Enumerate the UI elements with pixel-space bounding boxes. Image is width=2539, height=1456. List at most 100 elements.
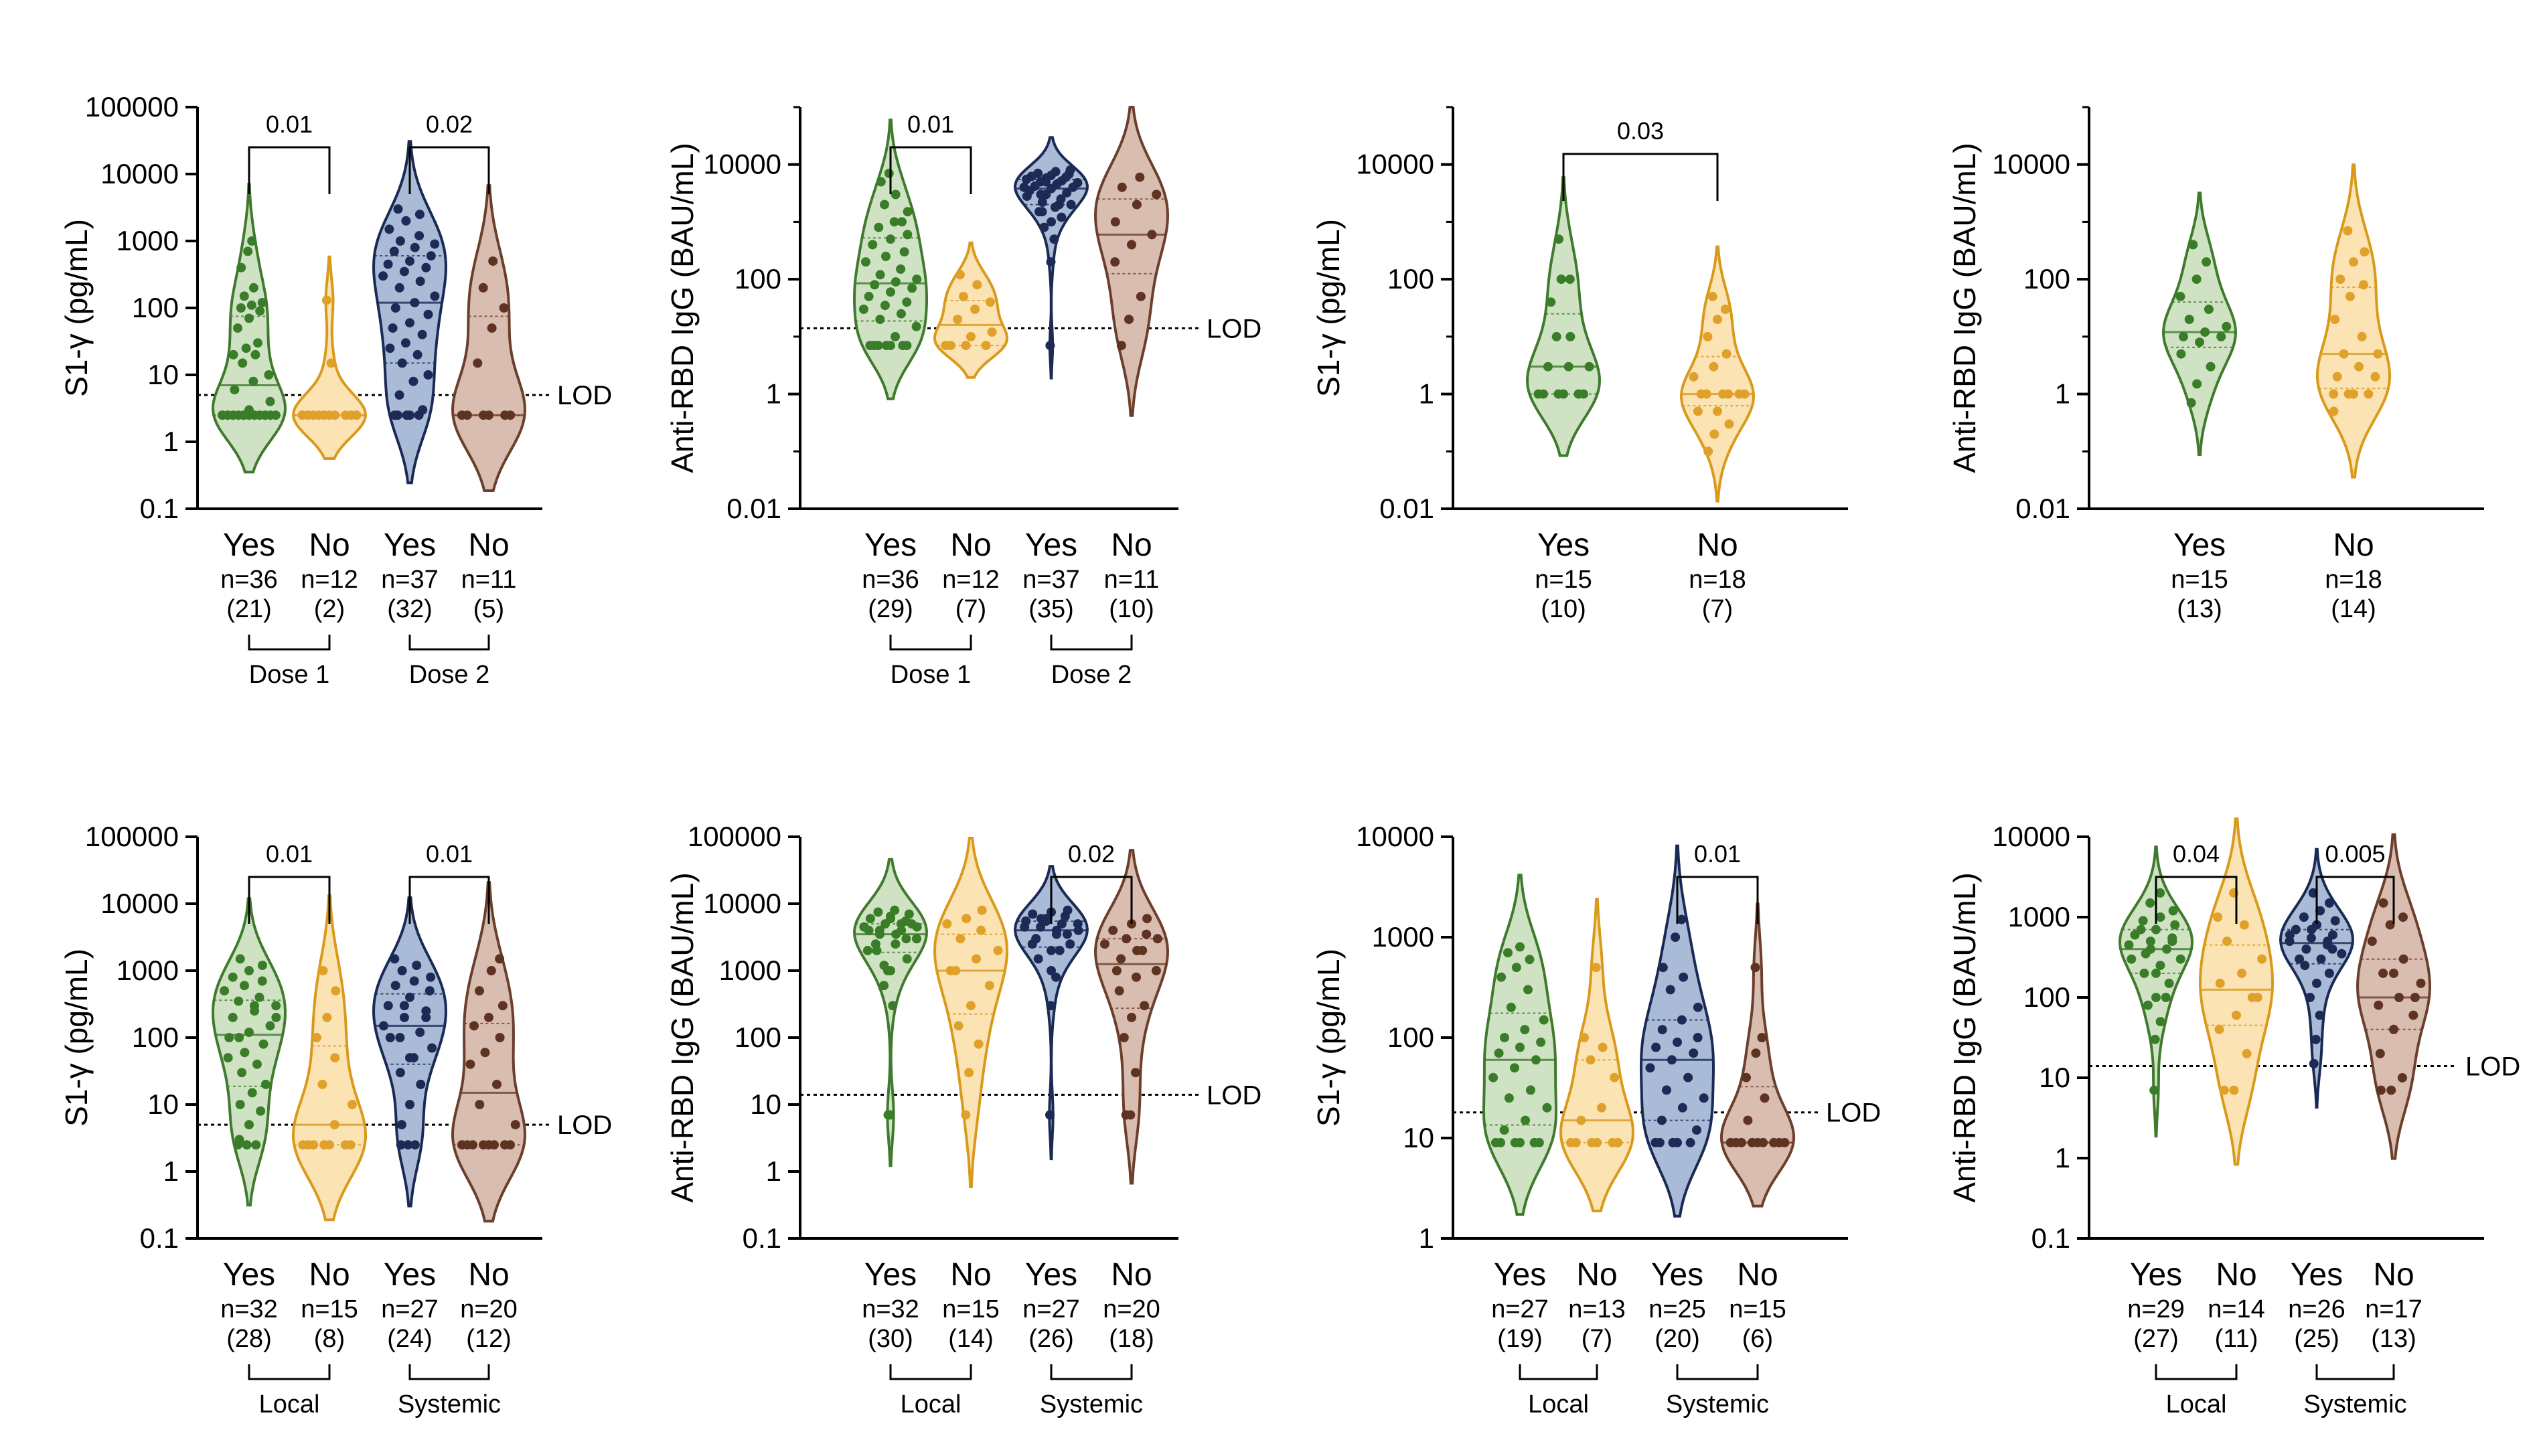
y-tick-label: 10000 — [703, 149, 781, 180]
significance-bracket: 0.01 — [889, 110, 972, 194]
data-point — [993, 945, 1003, 955]
data-point — [1140, 1001, 1150, 1011]
violin-body — [2161, 191, 2238, 456]
data-point — [257, 298, 267, 308]
data-point — [2155, 912, 2165, 922]
lod-label: LOD — [557, 381, 612, 410]
data-point — [1724, 419, 1734, 429]
violin-body — [2279, 847, 2355, 1109]
data-point — [2151, 993, 2161, 1002]
data-point — [396, 1140, 406, 1150]
data-point — [2410, 993, 2420, 1002]
data-point — [1110, 217, 1120, 227]
data-point — [2222, 321, 2232, 331]
data-point — [2195, 337, 2204, 347]
y-tick-label: 100 — [2023, 263, 2070, 295]
data-point — [961, 341, 971, 351]
data-point — [2416, 978, 2426, 988]
data-point — [2335, 274, 2345, 285]
data-point — [1510, 1063, 1519, 1073]
data-point — [1506, 1002, 1516, 1012]
p-value-label: 0.04 — [2173, 840, 2220, 868]
data-point — [881, 252, 891, 261]
violin-group-1 — [1482, 874, 1557, 1216]
data-point — [506, 410, 516, 420]
x-group-count: (24) — [387, 1325, 433, 1353]
data-point — [2398, 912, 2408, 922]
data-point — [330, 410, 340, 420]
data-point — [1503, 948, 1513, 958]
data-point — [1543, 361, 1553, 372]
data-point — [1658, 963, 1668, 973]
data-point — [1037, 197, 1047, 208]
x-group-n: n=18 — [1689, 566, 1746, 594]
violin-group-3 — [372, 140, 448, 485]
data-point — [405, 1100, 414, 1109]
x-group-count: (10) — [1541, 595, 1586, 623]
x-group-count: (21) — [226, 595, 272, 623]
data-point — [2149, 1085, 2159, 1095]
data-point — [244, 405, 254, 415]
violin-group-2 — [291, 894, 368, 1222]
y-tick-label: 10000 — [703, 888, 781, 919]
data-point — [486, 966, 496, 975]
data-point — [2328, 930, 2337, 940]
data-point — [234, 1135, 244, 1145]
y-tick-label: 0.1 — [2031, 1222, 2070, 1254]
data-point — [421, 1012, 431, 1022]
y-tick-label: 0.1 — [140, 1222, 179, 1254]
violin-body — [1559, 898, 1635, 1212]
data-point — [418, 405, 428, 415]
data-point — [1041, 177, 1051, 187]
data-point — [873, 907, 883, 917]
group-bracket-label: Systemic — [2303, 1390, 2406, 1419]
data-point — [1052, 925, 1062, 935]
data-point — [1645, 1063, 1655, 1073]
p-value-label: 0.02 — [426, 110, 473, 138]
x-group-count: (10) — [1109, 595, 1154, 623]
p-value-label: 0.01 — [426, 840, 473, 868]
data-point — [379, 1021, 388, 1031]
p-value-label: 0.02 — [1068, 840, 1115, 868]
data-point — [902, 297, 912, 307]
data-point — [1047, 217, 1056, 227]
data-point — [874, 925, 884, 935]
x-group-n: n=37 — [381, 566, 439, 594]
y-axis-label: Anti-RBD IgG (BAU/mL) — [1947, 872, 1982, 1202]
data-point — [2239, 920, 2249, 930]
group-bracket: Dose 1 — [248, 635, 331, 689]
lod-label: LOD — [1207, 314, 1261, 343]
y-tick-label: 10000 — [1992, 821, 2070, 852]
x-group-n: n=11 — [461, 566, 517, 594]
data-point — [254, 992, 264, 1002]
data-point — [1576, 1115, 1586, 1125]
x-group-count: (29) — [868, 595, 913, 623]
y-tick-label: 0.01 — [726, 493, 781, 524]
data-point — [953, 315, 963, 325]
data-point — [1679, 972, 1689, 982]
violin-group-2 — [2316, 163, 2391, 479]
data-point — [1124, 315, 1134, 325]
data-point — [1521, 1115, 1531, 1125]
x-group-count: (7) — [955, 595, 986, 623]
x-group-n: n=15 — [942, 1295, 1000, 1323]
data-point — [395, 236, 405, 246]
data-point — [2216, 331, 2226, 341]
data-point — [478, 282, 488, 293]
x-group-count: (14) — [2331, 595, 2376, 623]
data-point — [1613, 1137, 1623, 1147]
data-point — [1127, 1012, 1136, 1022]
violin-body — [291, 894, 368, 1222]
data-point — [1039, 222, 1049, 232]
data-point — [405, 1053, 414, 1063]
data-point — [325, 1140, 334, 1150]
data-point — [891, 277, 901, 287]
data-point — [2357, 331, 2367, 341]
data-point — [265, 396, 275, 406]
x-group-label: Yes — [2291, 1257, 2343, 1293]
p-value-label: 0.005 — [2325, 840, 2385, 868]
data-point — [2307, 924, 2317, 935]
data-point — [394, 282, 404, 293]
data-point — [2170, 920, 2180, 930]
